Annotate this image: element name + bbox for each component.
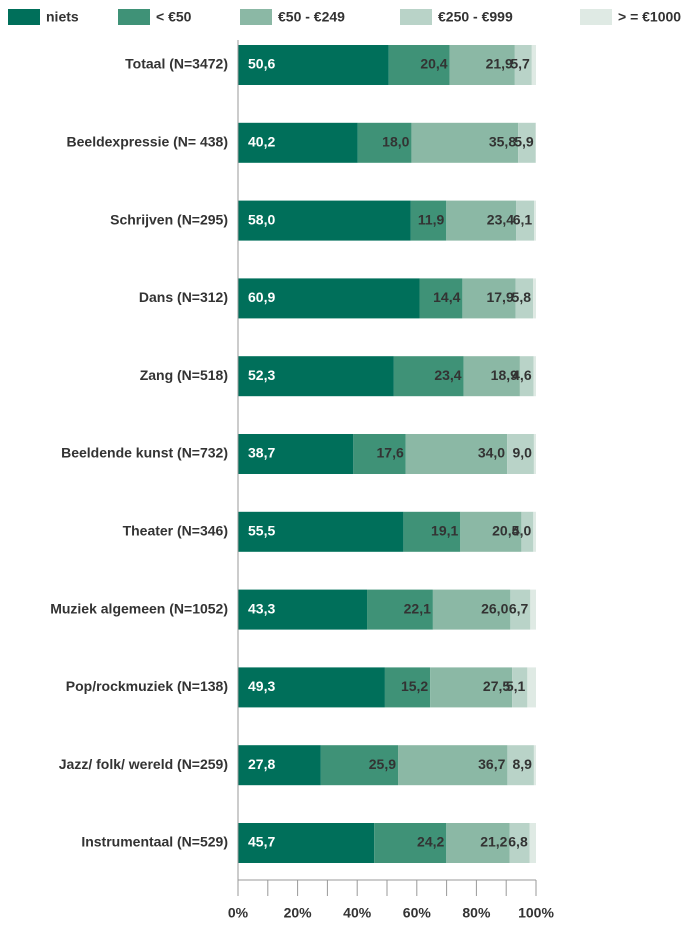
value-label: 23,4 xyxy=(487,211,514,227)
category-label: Beeldexpressie (N= 438) xyxy=(67,134,228,150)
category-label: Beeldende kunst (N=732) xyxy=(61,445,228,461)
value-label: 15,2 xyxy=(401,678,428,694)
category-label: Theater (N=346) xyxy=(123,523,228,539)
value-label: 55,5 xyxy=(248,523,275,539)
value-label: 5,7 xyxy=(510,56,530,72)
bar-segment xyxy=(533,512,536,552)
value-label: 22,1 xyxy=(404,600,431,616)
value-label: 52,3 xyxy=(248,367,275,383)
legend-swatch xyxy=(240,9,272,25)
legend-swatch xyxy=(400,9,432,25)
x-tick-label: 100% xyxy=(518,905,554,921)
x-tick-label: 80% xyxy=(462,905,491,921)
value-label: 38,7 xyxy=(248,445,275,461)
value-label: 20,4 xyxy=(420,56,447,72)
bar-segment xyxy=(533,278,536,318)
bar-segment xyxy=(534,745,536,785)
value-label: 18,0 xyxy=(382,134,409,150)
value-label: 4,6 xyxy=(512,367,532,383)
value-label: 21,2 xyxy=(480,834,507,850)
x-tick-label: 60% xyxy=(403,905,432,921)
value-label: 5,8 xyxy=(512,289,532,305)
value-label: 24,2 xyxy=(417,834,444,850)
value-label: 6,1 xyxy=(513,211,533,227)
value-label: 23,4 xyxy=(434,367,461,383)
category-label: Muziek algemeen (N=1052) xyxy=(50,600,228,616)
category-label: Dans (N=312) xyxy=(139,289,228,305)
value-label: 6,7 xyxy=(509,600,529,616)
value-label: 40,2 xyxy=(248,134,275,150)
value-label: 17,6 xyxy=(377,445,404,461)
value-label: 60,9 xyxy=(248,289,275,305)
value-label: 50,6 xyxy=(248,56,275,72)
x-tick-label: 40% xyxy=(343,905,372,921)
value-label: 27,8 xyxy=(248,756,275,772)
category-label: Schrijven (N=295) xyxy=(110,211,228,227)
value-label: 49,3 xyxy=(248,678,275,694)
value-label: 11,9 xyxy=(418,211,445,227)
legend-label: > = €1000 xyxy=(618,9,681,25)
category-label: Totaal (N=3472) xyxy=(125,56,228,72)
bar-segment xyxy=(534,356,536,396)
value-label: 17,9 xyxy=(486,289,513,305)
x-tick-label: 20% xyxy=(284,905,313,921)
value-label: 26,0 xyxy=(481,600,508,616)
value-label: 4,0 xyxy=(512,523,532,539)
category-label: Instrumentaal (N=529) xyxy=(81,834,228,850)
value-label: 5,9 xyxy=(514,134,534,150)
x-tick-label: 0% xyxy=(228,905,249,921)
value-label: 43,3 xyxy=(248,600,275,616)
value-label: 58,0 xyxy=(248,211,275,227)
legend-label: niets xyxy=(46,9,79,25)
bar-segment xyxy=(527,667,536,707)
value-label: 36,7 xyxy=(478,756,505,772)
category-label: Pop/rockmuziek (N=138) xyxy=(66,678,228,694)
value-label: 8,9 xyxy=(512,756,532,772)
bar-segment xyxy=(532,45,536,85)
bar-segment xyxy=(530,590,536,630)
value-label: 5,1 xyxy=(506,678,526,694)
legend-swatch xyxy=(118,9,150,25)
legend-label: < €50 xyxy=(156,9,192,25)
bar-segment xyxy=(534,434,536,474)
legend-label: €250 - €999 xyxy=(438,9,513,25)
category-label: Zang (N=518) xyxy=(140,367,228,383)
value-label: 35,8 xyxy=(489,134,516,150)
category-label: Jazz/ folk/ wereld (N=259) xyxy=(59,756,228,772)
value-label: 21,9 xyxy=(486,56,513,72)
value-label: 14,4 xyxy=(433,289,460,305)
value-label: 25,9 xyxy=(369,756,396,772)
value-label: 19,1 xyxy=(431,523,458,539)
bar-segment xyxy=(534,201,536,241)
bar-segment xyxy=(530,823,536,863)
legend-swatch xyxy=(8,9,40,25)
value-label: 45,7 xyxy=(248,834,275,850)
legend-label: €50 - €249 xyxy=(278,9,345,25)
legend-swatch xyxy=(580,9,612,25)
value-label: 6,8 xyxy=(508,834,528,850)
value-label: 9,0 xyxy=(512,445,532,461)
value-label: 34,0 xyxy=(478,445,505,461)
